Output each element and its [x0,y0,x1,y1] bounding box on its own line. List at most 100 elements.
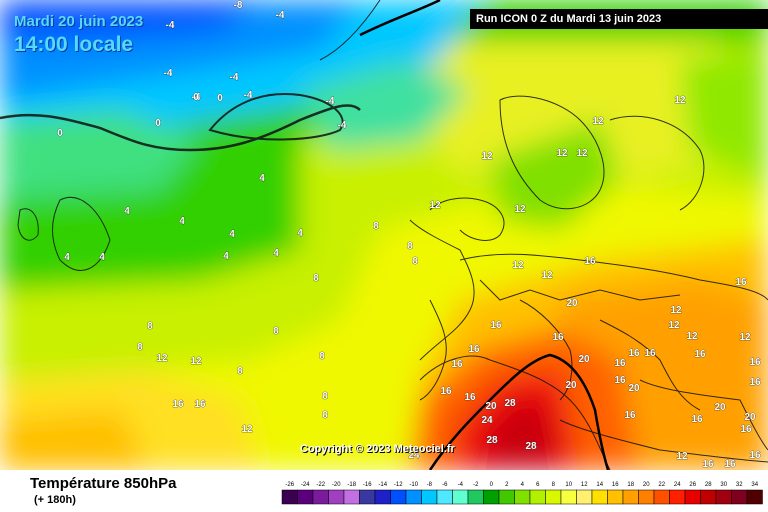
temperature-label: 24 [481,415,493,426]
legend-tick: -20 [332,482,341,488]
temperature-label: -4 [338,120,347,131]
temperature-label: 28 [504,398,516,409]
temperature-label: 16 [552,332,564,343]
legend-swatch [436,489,453,505]
legend-swatch [312,489,329,505]
temperature-label: 8 [322,410,328,421]
legend-tick: 16 [612,482,619,488]
forecast-date: Mardi 20 juin 2023 [14,13,144,30]
temperature-label: 4 [229,229,235,240]
forecast-time: 14:00 locale [14,33,134,56]
temperature-label: 16 [735,277,747,288]
legend-swatch [374,489,391,505]
temperature-label: 20 [566,298,578,309]
legend-tick: -8 [427,482,433,488]
temperature-label: 24 [408,450,420,461]
temperature-label: 12 [592,116,604,127]
temperature-label: 4 [259,173,265,184]
variable-title: Température 850hPa [30,475,177,492]
temperature-label: 8 [319,351,325,362]
temperature-label: 12 [429,200,441,211]
temperature-label: 16 [749,357,761,368]
legend-swatch [343,489,360,505]
temperature-label: 0 [155,118,161,129]
temperature-label: 20 [578,354,590,365]
temperature-label: 12 [686,331,698,342]
temperature-label: -4 [166,20,175,31]
legend-swatch [731,489,748,505]
temperature-label: 20 [485,401,497,412]
temperature-label: 16 [694,349,706,360]
temperature-label: 16 [691,414,703,425]
temperature-label: -8 [234,0,243,11]
temperature-label: 8 [407,241,413,252]
temperature-label: 16 [702,459,714,470]
temperature-label: -4 [164,68,173,79]
temperature-label: 12 [481,151,493,162]
temperature-label: -4 [326,96,335,107]
legend-swatch [529,489,546,505]
temperature-label: 12 [156,353,168,364]
legend-swatch [715,489,732,505]
legend-swatch [591,489,608,505]
temperature-label: 16 [614,375,626,386]
legend-tick: -10 [409,482,418,488]
legend-tick: -18 [347,482,356,488]
legend-tick: 34 [751,482,758,488]
legend-swatch [281,489,298,505]
legend-tick: -22 [316,482,325,488]
legend-tick: 22 [658,482,665,488]
legend-tick-labels: -26 -24 -22 -20 -18 -16 -14 -12 -10 -8 -6 -4 -2 0 2 4 6 8… [285,482,758,488]
color-legend: -26 -24 -22 -20 -18 -16 -14 -12 -10 -8 -6 -4 -2 0 2 4 6 8… [281,482,763,505]
model-run-label: Run ICON 0 Z du Mardi 13 juin 2023 [470,9,768,29]
legend-swatch [452,489,469,505]
legend-tick: -16 [363,482,372,488]
temperature-label: 4 [64,252,70,263]
legend-swatch [297,489,314,505]
temperature-label: 4 [223,251,229,262]
legend-swatch [545,489,562,505]
temperature-label: 20 [714,402,726,413]
temperature-label: 8 [322,391,328,402]
legend-tick: 26 [689,482,696,488]
legend-swatch [390,489,407,505]
temperature-label: -4 [230,72,239,83]
legend-swatches [281,489,763,505]
legend-swatch [638,489,655,505]
temperature-label: 20 [565,380,577,391]
temperature-label: 8 [147,321,153,332]
temperature-label: 28 [525,441,537,452]
legend-tick: 20 [643,482,650,488]
legend-tick: 4 [521,482,525,488]
legend-tick: 18 [627,482,634,488]
temperature-label: 8 [273,326,279,337]
temperature-label: 12 [541,270,553,281]
temperature-label: 12 [576,148,588,159]
temperature-label: 16 [451,359,463,370]
temperature-label: 12 [739,332,751,343]
temperature-label: 16 [468,344,480,355]
temperature-label: 16 [628,348,640,359]
legend-swatch [421,489,438,505]
legend-tick: -2 [473,482,479,488]
temperature-label: 16 [584,256,596,267]
temperature-label: 8 [313,273,319,284]
legend-swatch [514,489,531,505]
legend-tick: 8 [552,482,556,488]
temperature-label: 28 [486,435,498,446]
legend-swatch [746,489,763,505]
temperature-label: 12 [190,356,202,367]
legend-swatch [498,489,515,505]
temperature-label: 20 [744,412,756,423]
temperature-label: 4 [297,228,303,239]
legend-tick: 12 [581,482,588,488]
legend-swatch [405,489,422,505]
temperature-label: 8 [412,256,418,267]
legend-tick: -26 [285,482,294,488]
temperature-label: 0 [217,93,223,104]
legend-tick: 2 [505,482,509,488]
temperature-label: -4 [276,10,285,21]
legend-swatch [328,489,345,505]
